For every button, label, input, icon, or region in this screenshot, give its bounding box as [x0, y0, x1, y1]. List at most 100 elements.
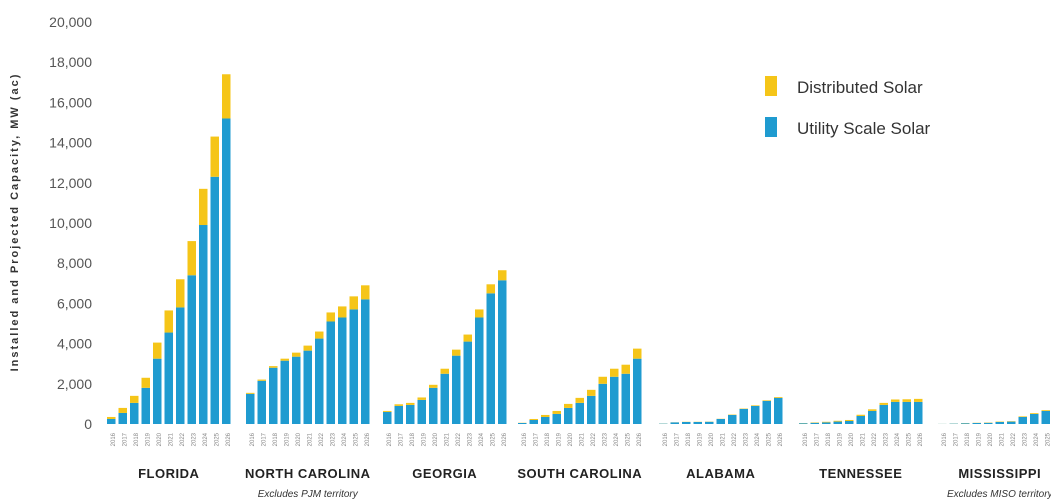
x-tick-label: 2025 — [625, 432, 631, 446]
bar-distributed-solar — [845, 419, 854, 421]
x-tick-label: 2018 — [965, 432, 971, 446]
x-tick-label: 2017 — [261, 432, 267, 446]
group-label: MISSISSIPPI — [958, 466, 1041, 481]
bar-utility-scale-solar — [716, 418, 725, 424]
bar-utility-scale-solar — [972, 422, 981, 424]
x-tick-label: 2016 — [522, 432, 528, 446]
x-tick-label: 2024 — [1034, 432, 1040, 446]
bar-utility-scale-solar — [762, 400, 771, 424]
y-tick-label: 4,000 — [57, 336, 92, 352]
x-tick-label: 2019 — [556, 432, 562, 446]
bar-utility-scale-solar — [810, 422, 819, 424]
x-tick-label: 2022 — [456, 432, 462, 446]
bar-distributed-solar — [361, 285, 370, 300]
x-tick-label: 2025 — [1045, 432, 1051, 446]
x-tick-label: 2020 — [433, 432, 439, 446]
bar-utility-scale-solar — [475, 317, 484, 424]
bar-utility-scale-solar — [417, 399, 426, 424]
bar-utility-scale-solar — [222, 118, 231, 424]
bar-distributed-solar — [552, 410, 561, 414]
bar-utility-scale-solar — [774, 397, 783, 424]
x-tick-label: 2018 — [273, 432, 279, 446]
bar-utility-scale-solar — [210, 176, 219, 424]
bar-utility-scale-solar — [338, 317, 347, 424]
x-tick-label: 2025 — [490, 432, 496, 446]
bar-utility-scale-solar — [141, 387, 150, 424]
bar-distributed-solar — [349, 296, 358, 310]
bar-utility-scale-solar — [498, 280, 507, 424]
bar-utility-scale-solar — [246, 393, 255, 424]
x-tick-label: 2020 — [157, 432, 163, 446]
bar-distributed-solar — [118, 407, 127, 413]
x-tick-label: 2024 — [614, 432, 620, 446]
bar-distributed-solar — [440, 368, 449, 374]
bar-utility-scale-solar — [961, 423, 970, 424]
bar-utility-scale-solar — [633, 358, 642, 424]
x-tick-label: 2016 — [942, 432, 948, 446]
bar-distributed-solar — [452, 349, 461, 356]
legend-label-utility: Utility Scale Solar — [797, 119, 931, 138]
x-tick-label: 2022 — [591, 432, 597, 446]
x-tick-label: 2025 — [766, 432, 772, 446]
bar-utility-scale-solar — [383, 411, 392, 424]
x-tick-label: 2017 — [674, 432, 680, 446]
x-tick-label: 2021 — [720, 432, 726, 446]
bar-utility-scale-solar — [303, 350, 312, 424]
bar-distributed-solar — [292, 352, 301, 357]
x-tick-label: 2021 — [999, 432, 1005, 446]
x-tick-label: 2026 — [778, 432, 784, 446]
bar-utility-scale-solar — [914, 401, 923, 424]
bar-utility-scale-solar — [440, 373, 449, 424]
y-tick-label: 14,000 — [49, 135, 92, 151]
bar-utility-scale-solar — [1030, 413, 1039, 424]
y-tick-label: 2,000 — [57, 376, 92, 392]
bar-utility-scale-solar — [406, 404, 415, 424]
bar-utility-scale-solar — [118, 412, 127, 424]
x-tick-label: 2018 — [686, 432, 692, 446]
bar-distributed-solar — [326, 312, 335, 322]
x-tick-label: 2020 — [568, 432, 574, 446]
bar-utility-scale-solar — [107, 418, 116, 424]
bar-utility-scale-solar — [739, 408, 748, 424]
group-label: GEORGIA — [412, 466, 477, 481]
group-label: ALABAMA — [686, 466, 755, 481]
group-labels: FLORIDA NORTH CAROLINA Excludes PJM territ… — [138, 466, 1051, 500]
y-axis: 0 2,000 4,000 6,000 8,000 10,000 12,000 14,000 1… — [49, 14, 92, 432]
x-tick-label: 2023 — [743, 432, 749, 446]
bar-distributed-solar — [406, 402, 415, 405]
x-tick-label: 2023 — [883, 432, 889, 446]
x-tick-label: 2016 — [250, 432, 256, 446]
bar-utility-scale-solar — [822, 422, 831, 424]
x-tick-label: 2024 — [895, 432, 901, 446]
bar-utility-scale-solar — [1007, 421, 1016, 424]
bar-utility-scale-solar — [326, 321, 335, 424]
x-tick-label: 2018 — [826, 432, 832, 446]
bar-utility-scale-solar — [187, 275, 196, 424]
bar-utility-scale-solar — [552, 413, 561, 424]
bar-distributed-solar — [210, 136, 219, 177]
x-tick-label: 2022 — [1011, 432, 1017, 446]
bar-utility-scale-solar — [751, 405, 760, 424]
x-tick-label: 2021 — [444, 432, 450, 446]
bar-distributed-solar — [868, 409, 877, 411]
bar-utility-scale-solar — [670, 422, 679, 424]
x-tick-label: 2019 — [284, 432, 290, 446]
bar-distributed-solar — [833, 420, 842, 422]
bar-distributed-solar — [246, 392, 255, 394]
x-tick-label: 2024 — [755, 432, 761, 446]
bar-distributed-solar — [633, 348, 642, 359]
bar-utility-scale-solar — [1041, 410, 1050, 424]
bar-utility-scale-solar — [902, 401, 911, 424]
x-tick-label: 2023 — [191, 432, 197, 446]
bar-utility-scale-solar — [199, 225, 208, 424]
bar-distributed-solar — [130, 395, 139, 403]
bar-utility-scale-solar — [728, 414, 737, 424]
bar-distributed-solar — [315, 331, 324, 339]
bar-distributed-solar — [475, 309, 484, 318]
x-tick-label: 2022 — [319, 432, 325, 446]
bar-distributed-solar — [257, 379, 266, 381]
bar-distributed-solar — [610, 368, 619, 377]
bar-distributed-solar — [751, 405, 760, 406]
bar-utility-scale-solar — [429, 387, 438, 424]
x-tick-label: 2018 — [134, 432, 140, 446]
